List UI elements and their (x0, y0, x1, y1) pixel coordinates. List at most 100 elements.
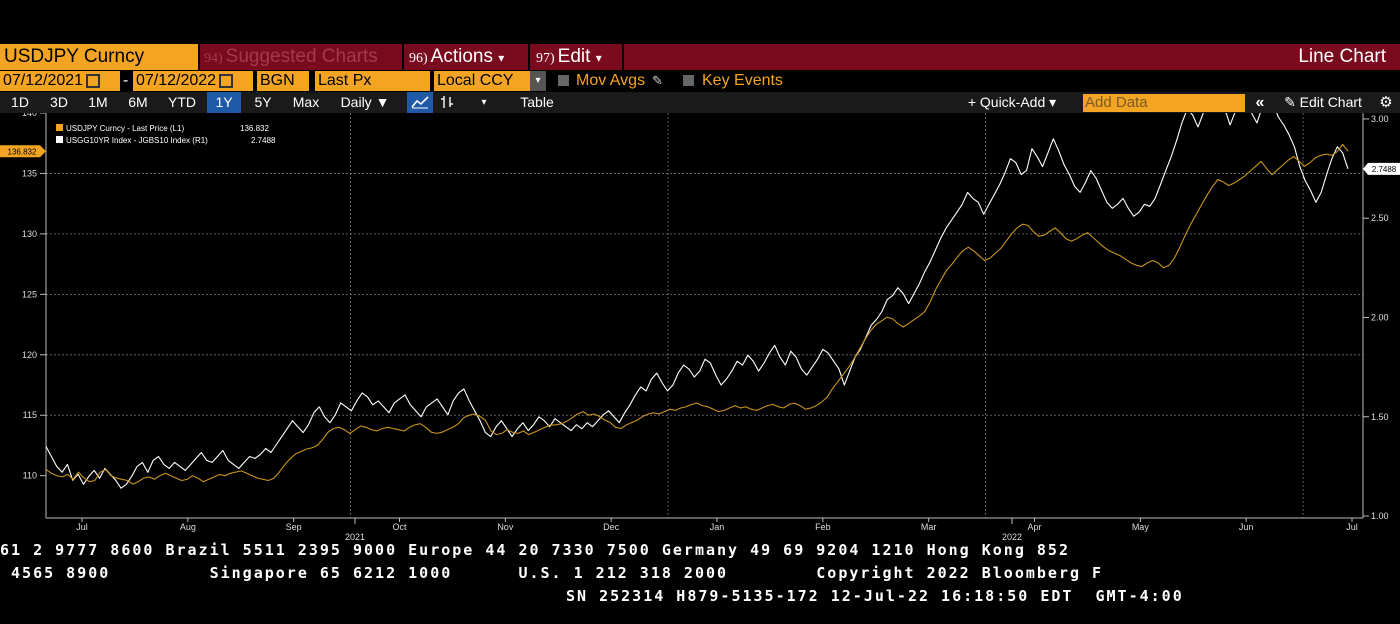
year-label: 2022 (1002, 532, 1022, 542)
add-data-input[interactable] (1083, 94, 1245, 112)
left-axis-tick-label: 120 (22, 350, 37, 360)
footer-contacts-line1: 61 2 9777 8600 Brazil 5511 2395 9000 Eur… (0, 541, 1070, 559)
period-toolbar (0, 92, 1400, 113)
chart-type-title: Line Chart (1298, 46, 1386, 67)
x-axis-tick-label: Nov (497, 522, 514, 532)
usdjpy-last-value-tag (0, 145, 46, 158)
divider (528, 44, 530, 70)
chart-style-dropdown-arrow-icon[interactable]: ▾ (481, 97, 487, 108)
end-date-field[interactable]: 07/12/2022 (133, 71, 253, 91)
menu-number: 94) (204, 51, 223, 66)
line-chart[interactable]: 110 115 120 125 130 135 140 1.00 1.50 2.00 2.50 3.… (0, 113, 1400, 547)
period-3d-button[interactable]: 3D (50, 94, 68, 110)
suggested-charts-label: Suggested Charts (225, 46, 378, 67)
legend-jgb-last: 2.7488 (251, 136, 276, 145)
year-label: 2021 (345, 532, 365, 542)
right-axis-tick-label: 2.50 (1371, 213, 1389, 223)
gear-icon[interactable]: ⚙ (1379, 94, 1393, 111)
end-date-value: 07/12/2022 (136, 72, 217, 89)
bar-chart-icon[interactable] (437, 92, 457, 113)
legend-jgb-label: USGG10YR Index - JGBS10 Index (R1) (66, 136, 208, 145)
footer-session-line: SN 252314 H879-5135-172 12-Jul-22 16:18:… (566, 587, 1184, 605)
left-axis-tick-label: 135 (22, 168, 37, 178)
left-axis-tick-label: 130 (22, 229, 37, 239)
price-field[interactable]: Last Px (315, 71, 430, 91)
table-button[interactable]: Table (520, 94, 554, 110)
legend-swatch-usdjpy (56, 124, 63, 131)
edit-label: Edit (557, 46, 591, 67)
start-date-value: 07/12/2021 (3, 72, 84, 89)
legend-usdjpy-last: 136.832 (240, 124, 269, 133)
actions-label: Actions (430, 46, 493, 67)
series-lines (45, 113, 1349, 489)
period-1y-button[interactable]: 1Y (207, 92, 241, 113)
period-ytd-button[interactable]: YTD (168, 94, 196, 110)
x-axis-tick-label: Jul (76, 522, 88, 532)
x-axis-tick-label: Oct (392, 522, 407, 532)
x-axis-tick-label: Jan (710, 522, 725, 532)
collapse-double-chevron-icon[interactable]: « (1255, 94, 1265, 111)
x-axis-tick-label: Sep (286, 522, 302, 532)
divider (622, 44, 624, 70)
mov-avgs-checkbox[interactable] (558, 75, 569, 86)
currency-field[interactable]: Local CCY (434, 71, 530, 91)
quick-add-button[interactable]: + Quick-Add ▾ (967, 94, 1057, 110)
divider (402, 44, 404, 70)
legend-usdjpy-label: USDJPY Curncy - Last Price (L1) (66, 124, 184, 133)
frequency-dropdown[interactable]: Daily ▼ (340, 94, 390, 110)
source-field[interactable]: BGN (257, 71, 309, 91)
pencil-icon[interactable]: ✎ (652, 73, 663, 88)
grid-lines (46, 113, 1363, 518)
right-axis-tick-label: 1.00 (1371, 511, 1389, 521)
x-axis-tick-label: Aug (180, 522, 196, 532)
mov-avgs-label: Mov Avgs (576, 72, 646, 89)
edit-menu[interactable]: 97) Edit ▾ (536, 44, 602, 70)
key-events-label: Key Events (702, 72, 783, 89)
x-axis-tick-label: Jun (1239, 522, 1254, 532)
title-bar (0, 44, 1400, 70)
calendar-icon[interactable] (219, 73, 234, 88)
x-axis-tick-label: Feb (815, 522, 831, 532)
divider (198, 44, 200, 70)
start-date-field[interactable]: 07/12/2021 (0, 71, 120, 91)
right-axis-tick-label: 2.00 (1371, 312, 1389, 322)
chevron-down-icon: ▾ (498, 51, 505, 65)
legend-swatch-jgb (56, 136, 63, 143)
usdjpy-series-line (45, 143, 1349, 485)
right-axis-tick-label: 3.00 (1371, 114, 1389, 124)
period-5y-button[interactable]: 5Y (254, 94, 272, 110)
chevron-down-icon: ▾ (595, 51, 602, 65)
menu-number: 97) (536, 51, 555, 66)
x-axis-ticks: Jul Aug Sep Oct Nov Dec Jan Feb Mar Apr May Jun Jul 2… (76, 518, 1358, 542)
date-separator: - (123, 72, 129, 89)
period-6m-button[interactable]: 6M (128, 94, 148, 110)
menu-number: 96) (409, 51, 428, 66)
key-events-checkbox[interactable] (683, 75, 694, 86)
footer-contacts-line2: 4565 8900 Singapore 65 6212 1000 U.S. 1 … (0, 564, 1104, 582)
x-axis-tick-label: Dec (603, 522, 620, 532)
left-axis-tick-label: 125 (22, 289, 37, 299)
actions-menu[interactable]: 96) Actions ▾ (409, 44, 504, 70)
usdjpy-last-value-text: 136.832 (8, 147, 37, 156)
x-axis-tick-label: Apr (1027, 522, 1041, 532)
x-axis-tick-label: Jul (1346, 522, 1358, 532)
line-chart-icon[interactable] (407, 92, 433, 113)
period-1m-button[interactable]: 1M (88, 94, 108, 110)
left-axis-tick-label: 140 (22, 113, 37, 118)
x-axis-tick-label: Mar (921, 522, 937, 532)
calendar-icon[interactable] (86, 73, 101, 88)
left-axis-tick-label: 115 (23, 410, 37, 420)
jgb-spread-series-line (45, 113, 1349, 489)
currency-dropdown-arrow-icon[interactable]: ▾ (530, 71, 546, 91)
right-axis-tick-label: 1.50 (1371, 412, 1389, 422)
period-1d-button[interactable]: 1D (11, 94, 29, 110)
period-max-button[interactable]: Max (292, 94, 320, 110)
x-axis-tick-label: May (1132, 522, 1150, 532)
suggested-charts-button[interactable]: 94) Suggested Charts (204, 44, 378, 70)
jgb-last-value-text: 2.7488 (1372, 165, 1397, 174)
edit-chart-button[interactable]: ✎ Edit Chart (1284, 94, 1362, 110)
ticker-field[interactable]: USDJPY Curncy (0, 44, 198, 70)
last-value-tags: 136.832 2.7488 (0, 145, 1400, 175)
jgb-last-value-tag (1363, 162, 1400, 175)
right-axis-ticks: 1.00 1.50 2.00 2.50 3.00 (1363, 114, 1389, 521)
